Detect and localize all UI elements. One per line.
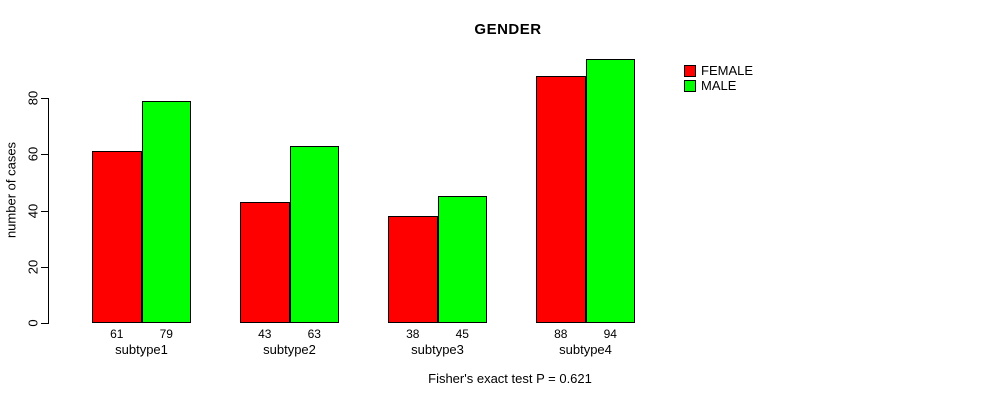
y-axis-tick-label: 60 [25, 147, 41, 162]
bar-female-subtype4 [536, 75, 586, 323]
y-axis-tick-label: 40 [25, 203, 41, 218]
category-label-subtype4: subtype4 [559, 342, 612, 357]
female-legend-label: FEMALE [701, 63, 754, 78]
category-label-subtype2: subtype2 [263, 342, 316, 357]
bar-value-female-subtype2: 43 [258, 327, 272, 341]
male-legend-label: MALE [701, 78, 737, 93]
y-axis-tick [41, 154, 49, 156]
legend-item-male: MALE [684, 78, 753, 93]
bar-value-male-subtype2: 63 [307, 327, 321, 341]
bar-value-male-subtype1: 79 [159, 327, 173, 341]
legend: FEMALE MALE [684, 63, 753, 93]
fisher-test-annotation: Fisher's exact test P = 0.621 [428, 371, 592, 386]
bar-value-female-subtype4: 88 [554, 327, 568, 341]
male-legend-swatch [684, 79, 696, 92]
female-legend-swatch [684, 64, 696, 77]
bar-value-female-subtype1: 61 [110, 327, 124, 341]
bar-value-female-subtype3: 38 [406, 327, 420, 341]
y-axis-tick [41, 266, 49, 268]
bar-male-subtype3 [437, 196, 487, 323]
category-label-subtype1: subtype1 [115, 342, 168, 357]
y-axis-tick [41, 210, 49, 212]
chart-title: GENDER [474, 21, 542, 38]
y-axis-tick-label: 80 [25, 90, 41, 106]
legend-item-female: FEMALE [684, 63, 753, 78]
bar-female-subtype3 [388, 216, 438, 323]
bar-value-male-subtype3: 45 [455, 327, 469, 341]
y-axis-tick-label: 0 [25, 319, 41, 327]
y-axis-label: number of cases [3, 141, 19, 239]
bar-value-male-subtype4: 94 [603, 327, 617, 341]
bar-male-subtype4 [585, 58, 635, 323]
bar-male-subtype1 [141, 100, 191, 323]
category-label-subtype3: subtype3 [411, 342, 464, 357]
y-axis-tick [41, 98, 49, 99]
bar-female-subtype2 [240, 202, 290, 323]
bar-female-subtype1 [92, 151, 142, 323]
bar-male-subtype2 [289, 145, 339, 323]
y-axis-tick-label: 20 [25, 259, 41, 274]
y-axis-tick [41, 323, 49, 324]
